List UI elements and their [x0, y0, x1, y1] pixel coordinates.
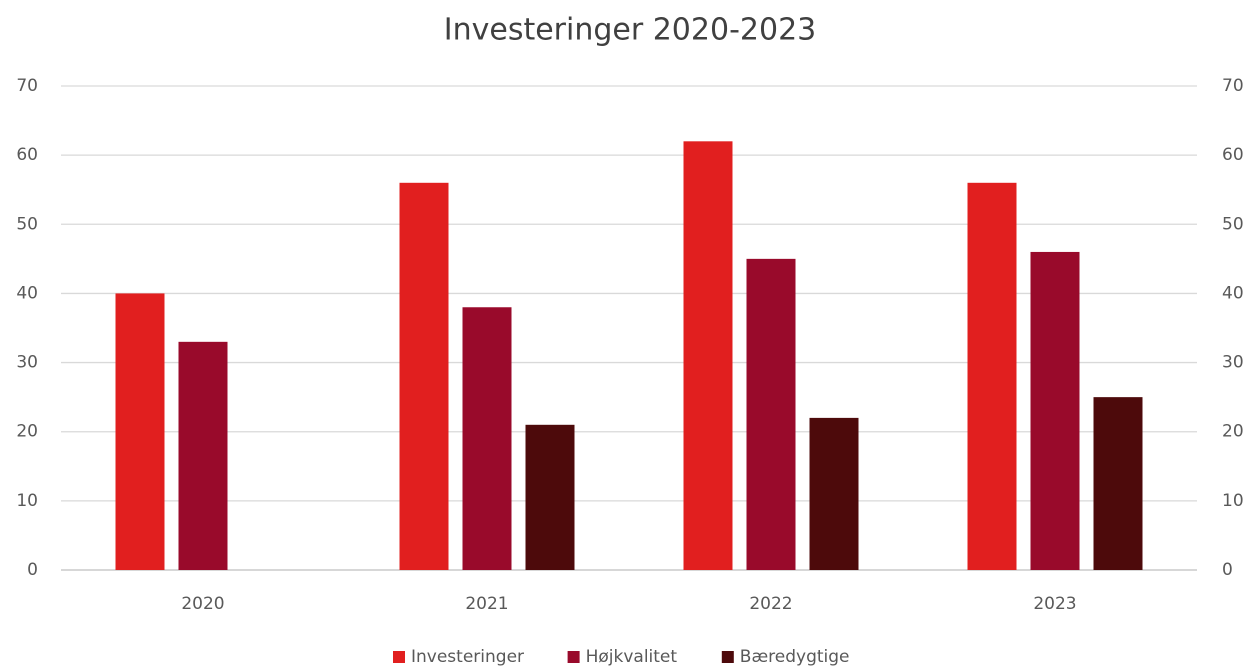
legend-label: Bæredygtige: [740, 647, 850, 667]
bar: [178, 341, 228, 570]
y-tick-label: 0: [27, 560, 38, 580]
x-tick-label: 2023: [1033, 594, 1076, 614]
y-tick-label: 50: [16, 214, 38, 234]
bar: [1093, 397, 1143, 570]
bar: [462, 307, 512, 570]
bar: [746, 258, 796, 570]
y2-tick-label: 10: [1222, 491, 1244, 511]
y2-tick-label: 40: [1222, 283, 1244, 303]
bar: [1030, 251, 1080, 570]
y-tick-label: 40: [16, 283, 38, 303]
legend-swatch: [721, 651, 734, 663]
y-tick-label: 30: [16, 353, 38, 373]
bar: [967, 182, 1017, 571]
legend-label: Investeringer: [411, 647, 524, 667]
y2-tick-label: 0: [1222, 560, 1233, 580]
y-tick-label: 10: [16, 491, 38, 511]
y2-tick-label: 60: [1222, 145, 1244, 165]
y2-tick-label: 70: [1222, 76, 1244, 96]
x-tick-label: 2022: [749, 594, 792, 614]
y2-tick-label: 30: [1222, 353, 1244, 373]
bar: [115, 293, 165, 570]
y2-tick-label: 20: [1222, 422, 1244, 442]
y-tick-label: 20: [16, 422, 38, 442]
bar: [399, 182, 449, 571]
y-tick-label: 70: [16, 76, 38, 96]
bar: [809, 417, 859, 570]
chart-title: Investeringer 2020-2023: [444, 13, 817, 48]
y2-tick-label: 50: [1222, 214, 1244, 234]
y-tick-label: 60: [16, 145, 38, 165]
legend-label: Højkvalitet: [586, 647, 678, 667]
bar: [683, 141, 733, 571]
x-tick-label: 2020: [181, 594, 224, 614]
legend-swatch: [567, 651, 580, 663]
legend-swatch: [393, 651, 405, 663]
bar: [525, 424, 575, 570]
x-tick-label: 2021: [465, 594, 508, 614]
